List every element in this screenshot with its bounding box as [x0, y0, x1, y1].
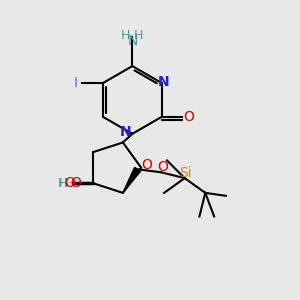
Text: H: H [58, 177, 67, 190]
Text: O: O [157, 160, 168, 174]
Text: O: O [64, 176, 75, 190]
Text: I: I [74, 76, 78, 90]
Text: N: N [157, 74, 169, 88]
Text: Si: Si [179, 166, 192, 180]
Text: H: H [134, 29, 143, 42]
Text: O: O [71, 176, 82, 190]
Text: O: O [141, 158, 152, 172]
Polygon shape [123, 167, 141, 193]
Text: N: N [127, 34, 137, 48]
Text: O: O [183, 110, 194, 124]
Text: N: N [120, 125, 132, 139]
Text: H: H [120, 29, 130, 42]
Text: -: - [69, 177, 74, 191]
Text: H: H [59, 177, 68, 190]
